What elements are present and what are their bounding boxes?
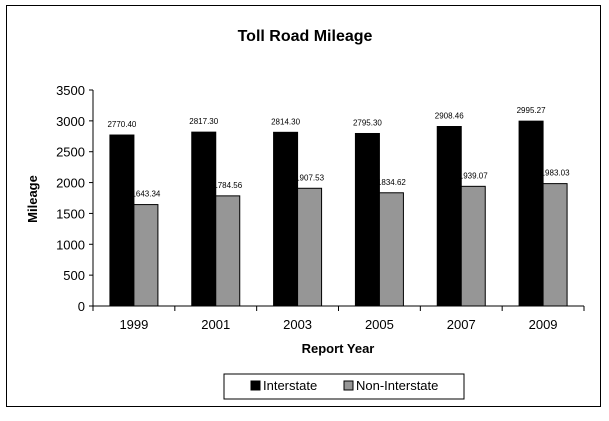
x-axis-ticks: 1999 2001 2003 2005 2007 2009	[92, 306, 585, 332]
data-label: 2770.40	[107, 120, 136, 129]
bars: 2770.40 2817.30 2814.30 2795.30 2908.46 2995.…	[107, 106, 570, 307]
y-tick-label: 2000	[56, 176, 85, 191]
y-tick-label: 3500	[56, 83, 85, 98]
data-label: 2795.30	[353, 118, 382, 127]
legend-label-non-interstate: Non-Interstate	[356, 378, 438, 393]
data-label: 1983.03	[541, 169, 570, 178]
bar-interstate	[109, 134, 135, 307]
y-tick-label: 0	[78, 299, 85, 314]
y-tick-label: 3000	[56, 114, 85, 129]
y-axis-label: Mileage	[25, 175, 40, 223]
y-axis-ticks: 0 500 1000 1500 2000 2500 3000 3500	[56, 83, 93, 314]
y-tick-label: 1000	[56, 237, 85, 252]
x-tick-label: 2003	[283, 317, 312, 332]
legend-swatch-interstate	[250, 380, 261, 391]
bar-interstate	[436, 126, 462, 307]
y-tick-label: 2500	[56, 145, 85, 160]
x-tick-label: 2009	[529, 317, 558, 332]
bar-non-interstate	[542, 183, 568, 307]
y-tick-label: 1500	[56, 206, 85, 221]
y-tick-label: 500	[63, 268, 85, 283]
bar-non-interstate	[378, 192, 404, 307]
x-tick-label: 2007	[447, 317, 476, 332]
x-tick-label: 2005	[365, 317, 394, 332]
legend: Interstate Non-Interstate	[223, 373, 465, 400]
data-label: 1939.07	[459, 171, 488, 180]
data-label: 1643.34	[131, 190, 160, 199]
data-label: 2908.46	[435, 112, 464, 121]
data-label: 1907.53	[295, 173, 324, 182]
bar-non-interstate	[133, 204, 159, 307]
data-label: 1834.62	[377, 178, 406, 187]
x-axis-label: Report Year	[302, 341, 375, 356]
bar-interstate	[273, 131, 299, 307]
bar-non-interstate	[297, 187, 323, 307]
bar-interstate	[191, 131, 217, 307]
bar-non-interstate	[215, 195, 241, 307]
data-label: 1784.56	[213, 181, 242, 190]
legend-swatch-non-interstate	[343, 380, 354, 391]
chart-title: Toll Road Mileage	[238, 28, 373, 45]
bar-interstate	[354, 132, 380, 307]
data-label: 2814.30	[271, 117, 300, 126]
legend-label-interstate: Interstate	[263, 378, 317, 393]
bar-non-interstate	[460, 185, 486, 307]
x-tick-label: 2001	[201, 317, 230, 332]
x-tick-label: 1999	[119, 317, 148, 332]
bar-interstate	[518, 120, 544, 307]
data-label: 2817.30	[189, 117, 218, 126]
data-label: 2995.27	[517, 106, 546, 115]
